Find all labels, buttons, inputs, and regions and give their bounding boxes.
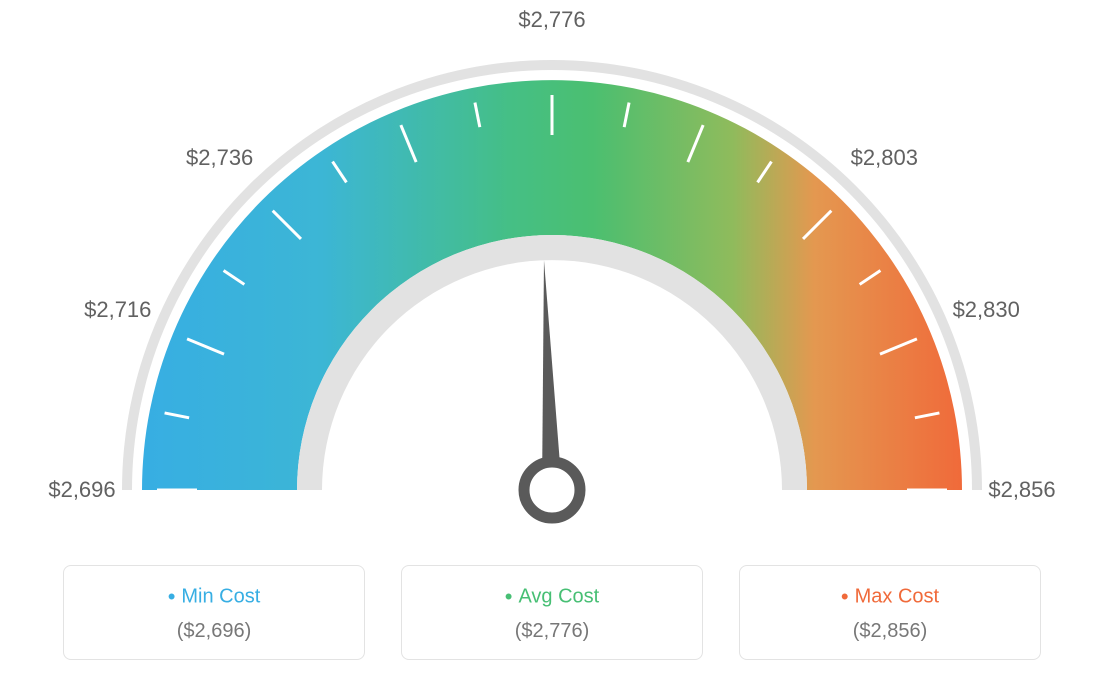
legend-value-max: ($2,856) [740,620,1040,643]
gauge-hub [524,462,580,518]
legend-label-avg: Avg Cost [518,585,599,607]
gauge-svg [0,0,1104,540]
legend-row: •Min Cost ($2,696) •Avg Cost ($2,776) •M… [0,565,1104,660]
legend-value-min: ($2,696) [64,620,364,643]
gauge-tick-label: $2,830 [953,297,1020,323]
gauge-tick-label: $2,736 [186,145,253,171]
gauge-tick-label: $2,776 [518,7,585,33]
dot-icon-min: • [168,584,176,609]
dot-icon-avg: • [505,584,513,609]
legend-title-min: •Min Cost [64,584,364,610]
legend-card-min: •Min Cost ($2,696) [63,565,365,660]
gauge-tick-label: $2,856 [988,477,1055,503]
gauge-tick-label: $2,696 [48,477,115,503]
legend-label-max: Max Cost [855,585,939,607]
gauge-needle [542,260,562,490]
legend-value-avg: ($2,776) [402,620,702,643]
gauge-area: $2,696 $2,716 $2,736 $2,776 $2,803 $2,830 $2,8… [0,0,1104,540]
legend-label-min: Min Cost [181,585,260,607]
gauge-chart-container: $2,696 $2,716 $2,736 $2,776 $2,803 $2,830 $2,8… [0,0,1104,690]
gauge-tick-label: $2,803 [851,145,918,171]
legend-title-max: • Max Cost [740,584,1040,610]
legend-title-avg: •Avg Cost [402,584,702,610]
gauge-tick-label: $2,716 [84,297,151,323]
legend-card-max: • Max Cost ($2,856) [739,565,1041,660]
legend-card-avg: •Avg Cost ($2,776) [401,565,703,660]
dot-icon-max: • [841,584,849,609]
